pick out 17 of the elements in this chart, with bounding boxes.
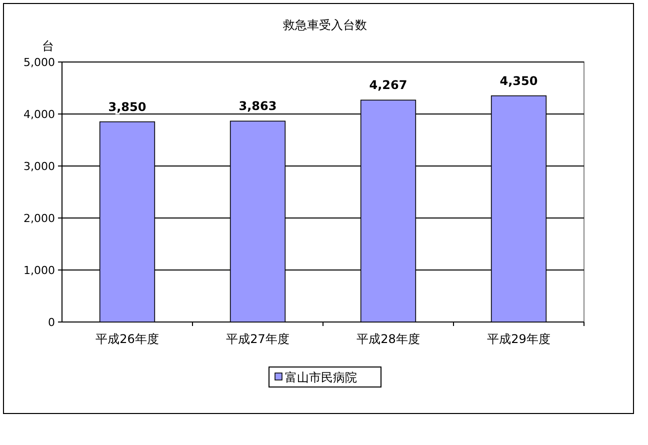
text: 3,850 [108,100,146,114]
text: 3,863 [238,99,277,114]
chart-title: 救急車受入台数 [282,18,367,32]
y-tick-label: 4,000 [24,108,55,121]
text: 4,267 [369,78,408,92]
y-tick-label: 1,000 [24,264,55,277]
y-tick-label: 3,000 [24,160,55,173]
y-tick-label: 5,000 [24,56,55,69]
x-tick-label: 平成28年度 [356,332,420,346]
x-tick-label: 平成27年度 [226,332,290,346]
legend-label: 富山市民病院 [285,370,357,384]
x-tick-label: 平成29年度 [487,332,550,346]
x-tick-label: 平成26年度 [96,332,159,346]
text: 4,350 [500,74,538,88]
y-tick-label: 2,000 [24,212,55,225]
y-axis-title: 台 [42,39,54,53]
y-tick-label: 0 [48,316,55,329]
